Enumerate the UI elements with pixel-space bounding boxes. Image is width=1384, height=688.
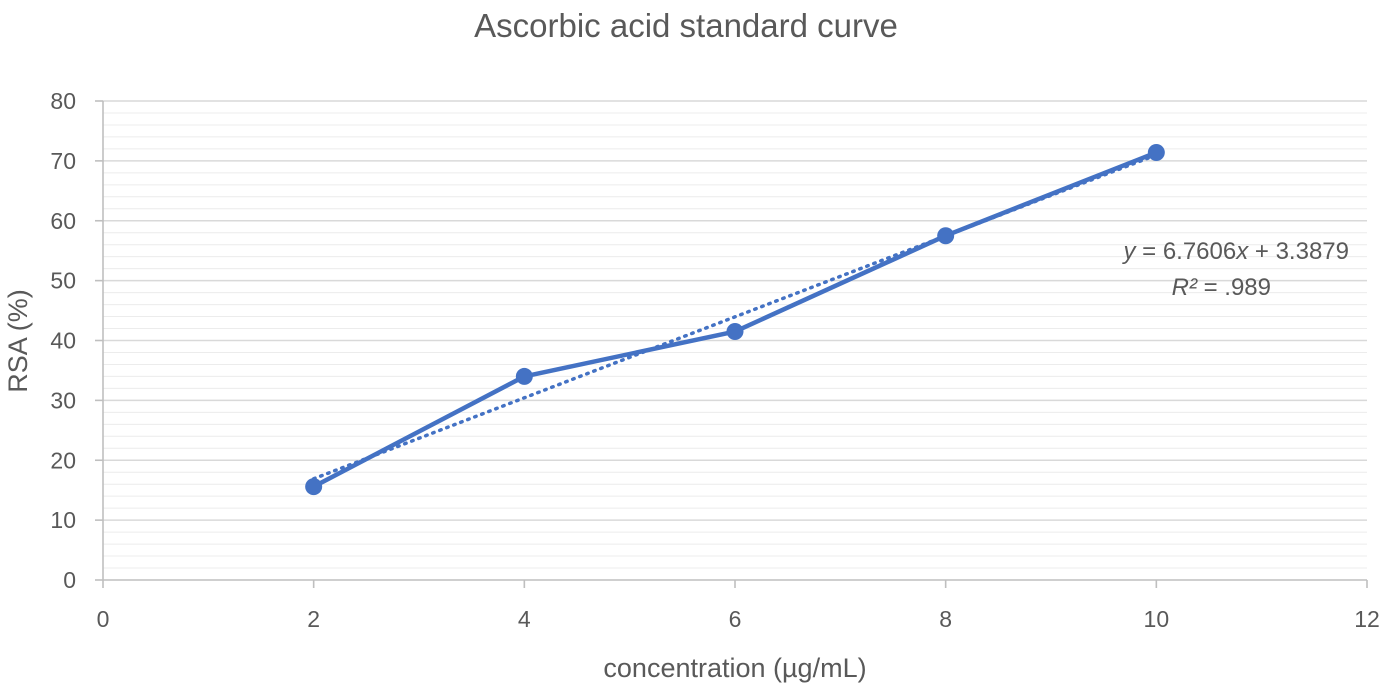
x-tick-label: 2 <box>307 606 320 632</box>
x-tick-label: 8 <box>939 606 952 632</box>
trendline-equation: y = 6.7606x + 3.3879 <box>1121 238 1349 265</box>
data-point <box>1147 143 1165 161</box>
y-axis-title: RSA (%) <box>3 289 33 393</box>
y-tick-label: 30 <box>50 387 76 413</box>
x-tick-labels: 0 2 4 6 8 10 12 <box>97 606 1380 632</box>
x-tick-label: 6 <box>729 606 742 632</box>
axes <box>95 100 1368 588</box>
y-tick-label: 0 <box>63 567 76 593</box>
y-tick-label: 70 <box>50 148 76 174</box>
data-point <box>305 478 323 496</box>
y-tick-label: 40 <box>50 328 76 354</box>
y-tick-label: 50 <box>50 268 76 294</box>
major-gridlines <box>103 100 1367 521</box>
r-squared-label: R² = .989 <box>1172 274 1271 301</box>
data-point <box>937 227 955 245</box>
chart-title: Ascorbic acid standard curve <box>474 7 898 44</box>
x-tick-label: 12 <box>1354 606 1380 632</box>
y-tick-label: 80 <box>50 88 76 114</box>
x-tick-label: 0 <box>97 606 110 632</box>
x-tick-label: 4 <box>518 606 531 632</box>
y-tick-label: 20 <box>50 447 76 473</box>
y-tick-label: 60 <box>50 208 76 234</box>
series-group <box>305 143 1165 496</box>
y-tick-label: 10 <box>50 507 76 533</box>
data-point <box>515 367 533 385</box>
x-axis-title: concentration (µg/mL) <box>603 653 866 683</box>
data-point <box>726 323 744 341</box>
x-tick-label: 10 <box>1144 606 1170 632</box>
y-tick-labels: 0 10 20 30 40 50 60 70 80 <box>50 88 76 593</box>
